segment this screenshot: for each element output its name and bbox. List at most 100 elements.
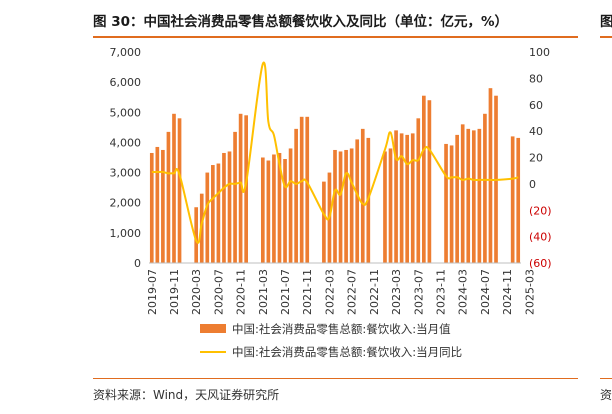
bar	[288, 148, 293, 263]
bar	[399, 133, 404, 263]
x-tick-label: 2023-03	[390, 269, 403, 315]
bar	[516, 137, 521, 263]
chart-title: 图 30：中国社会消费品零售总额餐饮收入及同比（单位：亿元，%）	[93, 14, 509, 30]
x-tick-label: 2025-03	[523, 269, 536, 315]
x-tick-label: 2020-07	[212, 269, 225, 315]
bar	[194, 207, 199, 263]
bar	[460, 124, 465, 263]
y-right-tick-label: 80	[529, 72, 543, 85]
bar	[211, 165, 215, 263]
x-tick-label: 2024-11	[501, 269, 514, 315]
x-tick-label: 2022-11	[368, 269, 381, 315]
legend-bar-swatch	[200, 324, 226, 333]
bar	[483, 113, 487, 264]
y-right-tick-label: 60	[529, 99, 543, 112]
bar	[322, 181, 326, 263]
bar	[466, 128, 471, 263]
y-left-tick-label: 3,000	[110, 167, 142, 180]
bar	[510, 136, 515, 263]
y-right-tick-label: (60)	[529, 257, 552, 270]
y-right-tick-label: (40)	[529, 231, 552, 244]
bar	[416, 118, 421, 263]
bar	[388, 148, 393, 263]
y-left-tick-label: 5,000	[110, 106, 142, 119]
x-tick-label: 2020-11	[235, 269, 248, 315]
bar	[299, 116, 304, 263]
bar	[222, 152, 226, 263]
x-tick-label: 2021-03	[257, 269, 270, 315]
yoy-line	[151, 61, 519, 244]
bar	[294, 128, 298, 263]
x-tick-label: 2022-03	[323, 269, 336, 315]
bar	[227, 151, 232, 263]
next-figure-source-fragment: 资	[600, 388, 612, 402]
x-tick-label: 2024-07	[479, 269, 492, 315]
y-left-tick-label: 7,000	[110, 46, 142, 59]
bar	[155, 146, 160, 263]
bar	[177, 118, 182, 263]
y-right-tick-label: (20)	[529, 204, 552, 217]
x-tick-label: 2021-11	[301, 269, 314, 315]
x-tick-label: 2019-07	[146, 269, 159, 315]
x-tick-label: 2023-11	[434, 269, 447, 315]
bar	[444, 143, 448, 263]
y-left-tick-label: 2,000	[110, 197, 142, 210]
y-left-tick-label: 1,000	[110, 227, 142, 240]
bar	[283, 159, 287, 263]
bar	[422, 95, 426, 263]
bar	[305, 116, 310, 263]
bar	[338, 151, 343, 263]
y-left-tick-label: 6,000	[110, 76, 142, 89]
bar	[266, 160, 271, 263]
bar	[238, 113, 243, 264]
bar	[205, 172, 210, 263]
y-left-tick-label: 4,000	[110, 136, 142, 149]
bar	[488, 88, 493, 264]
title-underline	[93, 36, 578, 38]
bar	[355, 139, 360, 263]
bar	[360, 128, 365, 263]
bar	[216, 163, 221, 263]
x-tick-label: 2019-11	[168, 269, 181, 315]
bar	[149, 152, 154, 263]
bar	[260, 157, 265, 263]
bar	[455, 134, 459, 263]
bar	[394, 130, 398, 263]
footer-rule	[93, 378, 578, 379]
y-right-tick-label: 40	[529, 125, 543, 138]
bar	[277, 152, 282, 263]
bar	[383, 151, 387, 263]
y-right-tick-label: 0	[529, 178, 536, 191]
next-figure-footer-rule	[600, 378, 612, 379]
bar	[161, 149, 165, 263]
x-tick-label: 2023-07	[412, 269, 425, 315]
bar	[410, 133, 415, 263]
x-tick-label: 2021-07	[279, 269, 292, 315]
bar	[471, 130, 476, 263]
next-figure-underline	[600, 36, 612, 38]
bar	[477, 128, 482, 263]
source-note: 资料来源：Wind，天风证券研究所	[93, 388, 280, 402]
bar	[333, 149, 337, 263]
bar	[349, 148, 354, 263]
bar	[344, 149, 348, 263]
y-right-tick-label: 20	[529, 152, 543, 165]
chart-title-bar: 图 30：中国社会消费品零售总额餐饮收入及同比（单位：亿元，%）	[93, 6, 578, 38]
x-tick-label: 2022-07	[346, 269, 359, 315]
y-right-tick-label: 100	[529, 46, 550, 59]
bar	[244, 115, 248, 263]
bar	[405, 134, 410, 263]
x-tick-label: 2020-03	[190, 269, 203, 315]
x-tick-label: 2024-03	[457, 269, 470, 315]
bar	[427, 100, 432, 263]
bar	[166, 131, 171, 263]
bar	[233, 131, 237, 263]
y-left-tick-label: 0	[134, 257, 141, 270]
bar	[449, 145, 454, 263]
bar	[172, 113, 176, 264]
legend-line-label: 中国:社会消费品零售总额:餐饮收入:当月同比	[232, 345, 462, 359]
bar	[272, 154, 276, 263]
next-figure-title-fragment: 图	[600, 14, 612, 30]
legend-bar-label: 中国:社会消费品零售总额:餐饮收入:当月值	[232, 322, 451, 336]
